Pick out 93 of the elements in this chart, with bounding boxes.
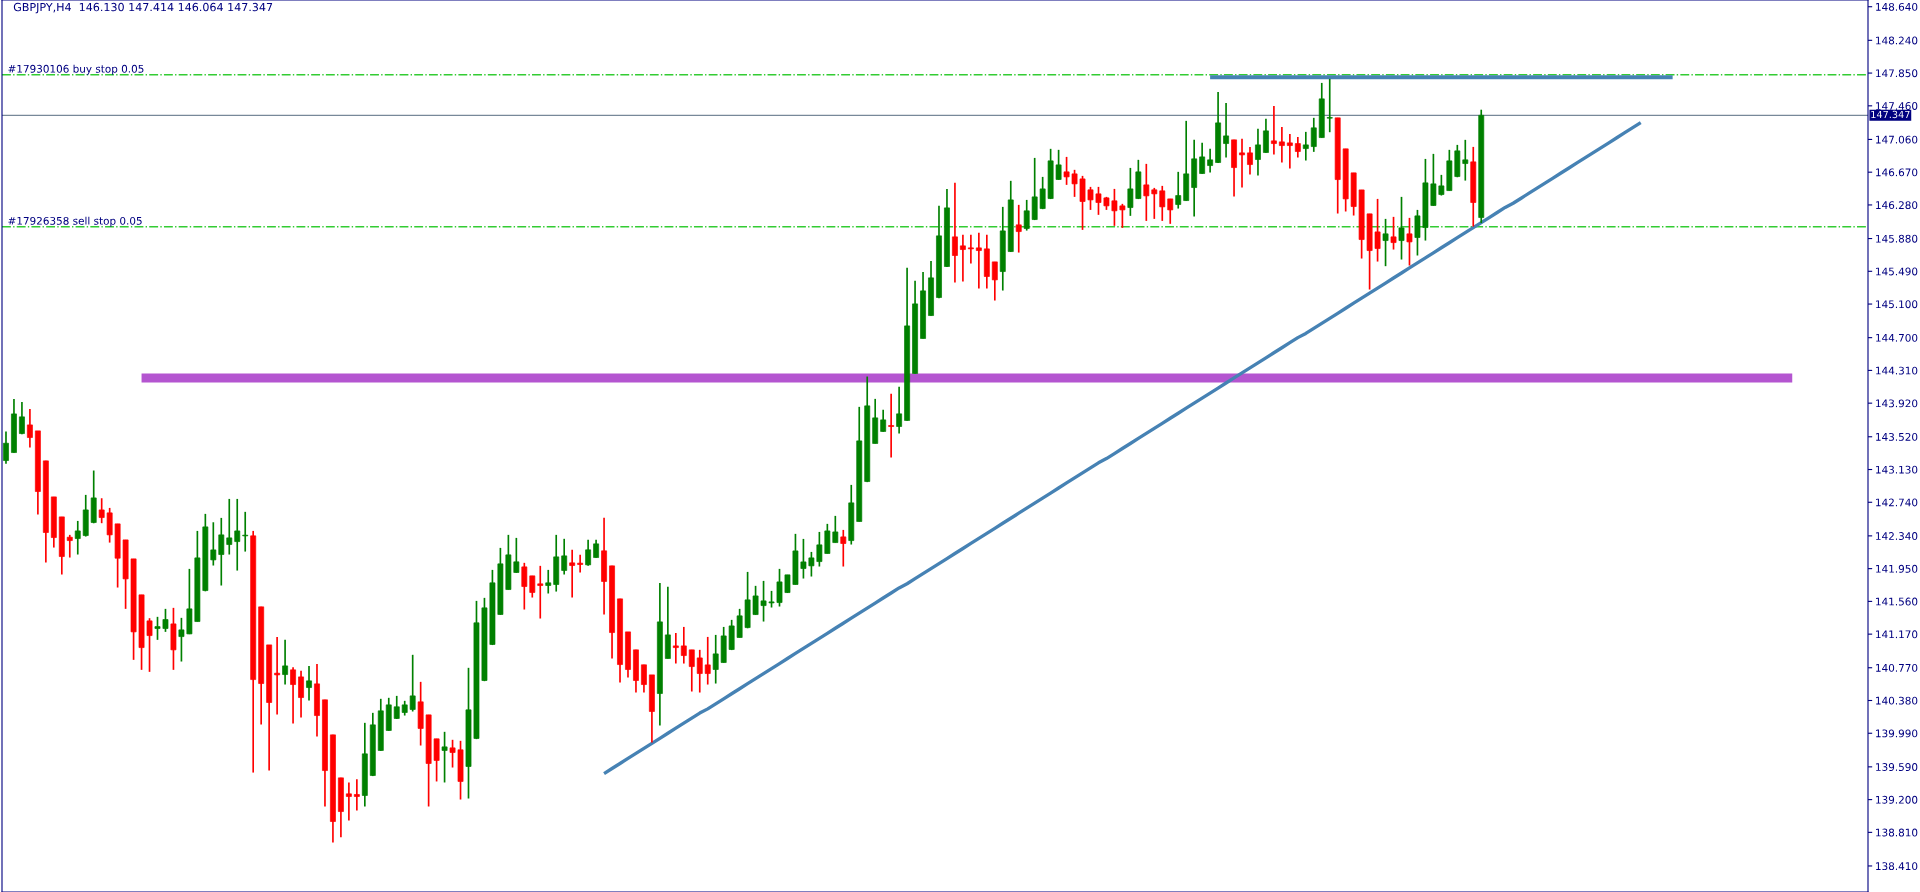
candlestick [1271,105,1277,156]
y-tick-label: 139.200 [1876,795,1918,804]
y-tick-label: 143.130 [1876,465,1918,474]
y-tick-label: 141.170 [1876,630,1918,639]
candlestick [290,666,296,725]
candlestick [1398,196,1405,261]
candlestick [585,538,592,567]
candlestick [345,781,352,822]
candlestick [577,554,584,574]
candlestick [1255,128,1261,177]
candlestick [1015,204,1022,254]
candlestick [952,182,958,284]
y-tick-label: 147.850 [1876,69,1918,78]
candlestick [1263,118,1269,154]
candlestick [1247,146,1253,176]
candlestick [960,234,966,283]
candlestick [688,649,695,693]
candlestick [1159,185,1166,222]
candlestick [664,586,671,660]
candlestick [234,498,241,572]
candlestick [1326,78,1333,134]
candlestick [298,670,304,719]
y-tick-label: 140.770 [1876,663,1918,672]
candlestick [393,695,400,720]
y-tick-label: 139.590 [1876,763,1918,771]
candlestick [242,511,249,553]
y-tick-label: 141.560 [1876,597,1918,606]
candlestick [66,534,73,559]
candlestick [1390,216,1397,251]
candlestick [888,393,895,459]
candlestick [441,730,448,784]
y-tick-label: 144.700 [1876,333,1918,342]
candlestick [1286,133,1293,170]
y-tick-label: 148.640 [1876,2,1918,11]
candlestick [880,408,887,433]
candlestick [74,520,81,556]
candlestick [1239,138,1245,189]
y-tick-label: 142.740 [1876,498,1918,507]
candlestick [975,231,982,290]
candlestick [19,401,25,436]
y-tick-label: 143.520 [1876,432,1918,441]
y-tick-label: 146.670 [1876,168,1918,177]
y-tick-label: 143.920 [1876,399,1918,408]
candlestick [1207,147,1214,174]
candlestick [1302,131,1309,162]
candlestick [672,632,679,665]
candlestick [353,778,360,812]
ref-line-label: 147.347 [1871,110,1910,119]
ref-line-label: #17930106 buy stop 0.05 [8,64,144,75]
y-tick-label: 139.990 [1876,729,1918,738]
candlestick [704,636,711,686]
candlestick [1382,218,1389,268]
line-series [602,120,1643,776]
candlestick [680,626,687,665]
candlestick [696,649,703,694]
candlestick [3,430,9,465]
candlestick [1278,126,1285,164]
y-tick-label: 147.060 [1876,135,1918,144]
candlestick [1167,198,1174,225]
candlestick [991,261,998,302]
candlestick [282,639,288,686]
y-tick-label: 138.810 [1876,828,1918,837]
y-tick-label: 146.280 [1876,201,1918,210]
candlestick [1310,117,1317,153]
candlestick [226,498,233,556]
ref-line-label: #17926358 sell stop 0.05 [8,216,142,227]
candlestick [967,234,974,265]
candlestick [1406,217,1413,267]
y-tick-label: 138.410 [1876,862,1918,871]
candlestick [545,569,552,595]
y-tick-label: 145.490 [1876,267,1918,276]
candlestick [27,408,33,449]
candlestick [569,548,576,599]
candlestick [1223,102,1229,159]
chart-title: GBPJPY,H4 146.130 147.414 146.064 147.347 [13,2,273,14]
candlestick [561,537,568,576]
candlestick [896,386,903,435]
candlestick [840,529,847,568]
y-tick-label: 140.380 [1876,696,1918,705]
y-tick-label: 145.880 [1876,234,1918,243]
candlestick [537,565,544,620]
candlestick [1294,136,1301,159]
y-tick-label: 145.100 [1876,300,1918,309]
candlestick [306,665,312,702]
y-tick-label: 144.310 [1876,366,1918,375]
y-tick-label: 147.460 [1876,102,1918,110]
candlestick [1199,142,1206,175]
y-tick-label: 148.240 [1876,36,1918,45]
y-tick-label: 142.340 [1876,532,1918,540]
candlestick [1175,171,1182,210]
y-tick-label: 141.950 [1876,564,1918,573]
candlestick [641,663,647,694]
candlestick [274,636,281,716]
